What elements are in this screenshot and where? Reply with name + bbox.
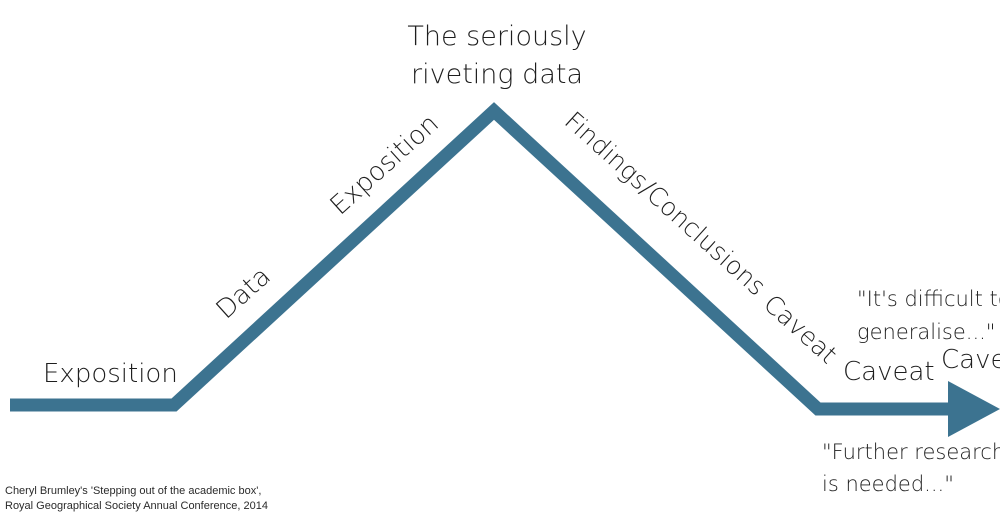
credit-line-2: Royal Geographical Society Annual Confer… xyxy=(5,500,268,512)
quote-difficult-line-2: generalise..." xyxy=(857,320,995,344)
label-exposition-start: Exposition xyxy=(43,359,178,389)
quote-research-line-2: is needed..." xyxy=(822,472,954,496)
peak-title-line-2: riveting data xyxy=(411,59,583,90)
label-caveat-third: Cave xyxy=(941,345,1000,375)
peak-title-line-1: The seriously xyxy=(407,21,586,52)
label-caveat-second: Caveat xyxy=(843,357,935,387)
arrowhead-icon xyxy=(948,381,1000,437)
credit-line-1: Cheryl Brumley's 'Stepping out of the ac… xyxy=(5,485,261,497)
story-arc-line xyxy=(10,102,955,416)
quote-research-line-1: "Further research xyxy=(822,440,1000,464)
quote-difficult-line-1: "It's difficult to xyxy=(857,287,1000,311)
